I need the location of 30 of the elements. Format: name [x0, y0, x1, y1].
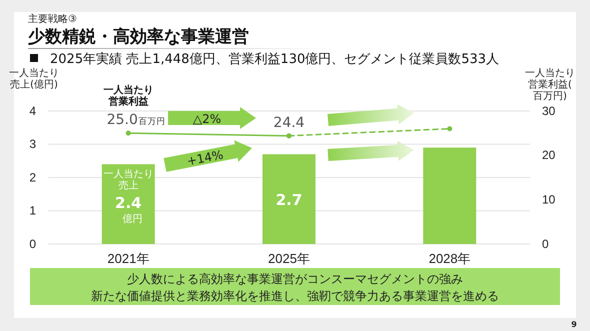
annotation: 億円 — [122, 213, 142, 226]
chart-title: 少数精鋭・高効率な事業運営 — [28, 27, 249, 47]
y2-tick-label: 20 — [542, 148, 556, 162]
text: 9 — [571, 320, 578, 329]
series-label: 一人当たり売上 — [103, 168, 154, 192]
annotation: 百万円 — [138, 117, 166, 128]
chart-subtitle: 主要戦略③ — [28, 13, 77, 25]
y-tick-label: 3 — [29, 137, 36, 152]
y-tick-label: 0 — [29, 236, 36, 251]
x-tick-label: 2021年 — [107, 251, 150, 266]
y2-axis-title: 一人当たり営業利益(百万円) — [525, 67, 575, 102]
y-tick-label: 1 — [29, 204, 36, 218]
data-label: 24.4 — [273, 114, 305, 131]
text: 一人当たり営業利益 — [103, 84, 154, 108]
text: 少人数による高効率な事業運営がコンスーマセグメントの強み — [127, 272, 463, 286]
text: 2025年実績 売上1,448億円、営業利益130億円、セグメント従業員数533人 — [50, 51, 500, 67]
y-axis-title: 一人当たり売上(億円) — [9, 67, 59, 90]
annotation: +14% — [186, 148, 224, 168]
y2-tick-label: 0 — [542, 236, 549, 251]
data-label: 25.0 — [106, 112, 138, 128]
data-label: 2.4 — [115, 194, 142, 212]
text: 新たな価値提供と業務効率化を推進し、強靭で競争力ある事業運営を進める — [91, 289, 499, 303]
data-label: 2.7 — [276, 191, 302, 210]
y-tick-label: 2 — [29, 170, 36, 184]
y2-tick-label: 30 — [542, 104, 556, 118]
y-tick-label: 4 — [29, 104, 36, 118]
annotation: △2% — [192, 112, 222, 126]
x-tick-label: 2028年 — [428, 251, 471, 266]
y2-tick-label: 10 — [542, 192, 556, 207]
x-tick-label: 2025年 — [268, 251, 310, 266]
